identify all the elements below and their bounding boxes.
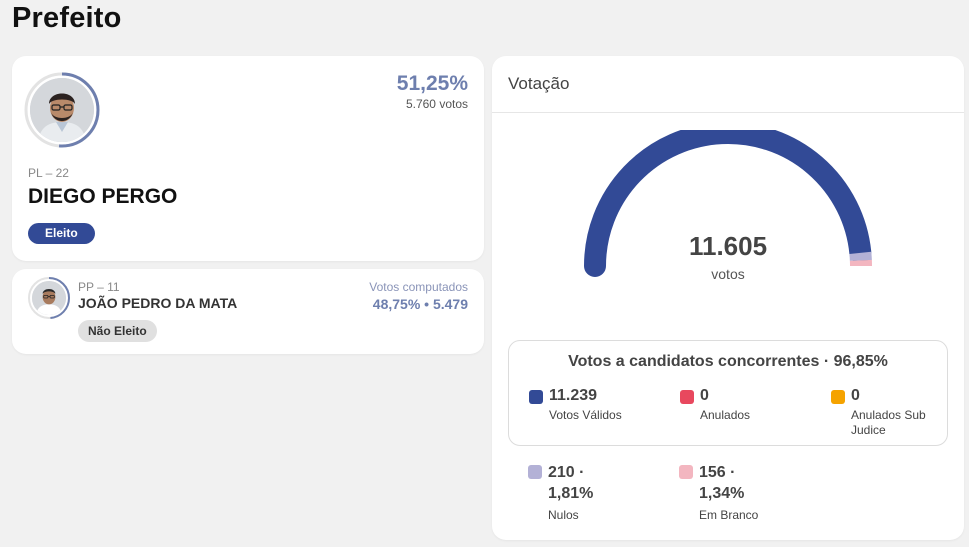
status-badge-elected: Eleito [28,223,95,244]
votes-gauge [584,130,872,277]
legend-swatch [528,465,542,479]
concorrentes-box: Votos a candidatos concorrentes · 96,85%… [508,340,948,446]
runner-up-party: PP – 11 [78,280,120,294]
runner-up-photo [32,281,66,315]
winner-name: DIEGO PERGO [28,185,178,208]
computed-votes-label: Votos computados [369,280,468,294]
legend-swatch [529,390,543,404]
stat-label: Anulados [700,408,751,422]
stat-label: Anulados Sub Judice [851,408,926,437]
legend-swatch [679,465,693,479]
winner-percent: 51,25% [396,72,468,95]
runner-up-ring [28,277,70,319]
status-badge-not-elected: Não Eleito [78,320,157,342]
winner-party: PL – 22 [28,166,69,180]
page-title: Prefeito [12,2,122,34]
legend-swatch [680,390,694,404]
gauge-validos-segment [584,130,872,277]
stat-value: 0 [851,387,860,404]
stat-value: 0 [700,387,709,404]
gauge-total: 11.605 [688,231,768,261]
winner-card[interactable]: 51,25% 5.760 votos PL – 22 DIEGO PERGO E… [12,56,484,261]
votacao-title: Votação [508,74,570,93]
winner-photo [30,78,94,142]
gauge-unit: votos [711,266,745,282]
computed-votes-value: 48,75% • 5.479 [372,296,468,312]
winner-avatar [24,72,100,148]
runner-up-avatar [28,277,70,319]
runner-up-name: JOÃO PEDRO DA MATA [78,295,238,311]
runner-up-card[interactable]: PP – 11 JOÃO PEDRO DA MATA Não Eleito Vo… [12,269,484,354]
stat-label: Em Branco [699,508,759,522]
winner-votes: 5.760 votos [405,97,468,111]
stat-label: Votos Válidos [549,408,622,422]
legend-swatch [831,390,845,404]
stat-value: 210 · 1,81% [548,464,594,502]
gauge-nulos-segment [849,251,872,261]
votacao-header: Votação [492,56,964,113]
stat-value: 11.239 [549,387,598,404]
winner-ring [24,72,100,148]
stat-value: 156 · 1,34% [699,464,745,502]
votacao-card: Votação 11.605 votos Votos a candidatos … [492,56,964,540]
concorrentes-title: Votos a candidatos concorrentes · 96,85% [568,353,888,370]
stat-label: Nulos [548,508,579,522]
